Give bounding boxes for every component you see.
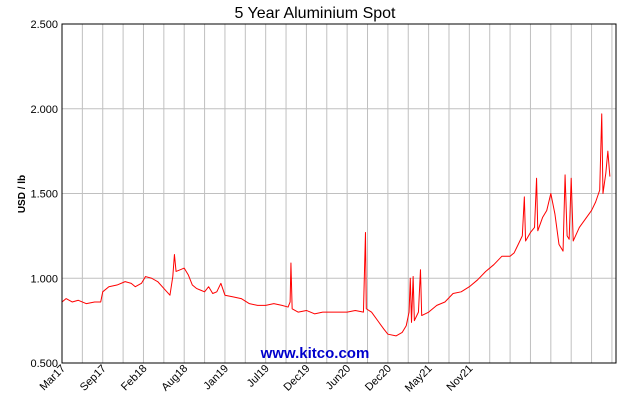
x-tick-label: Sep17 (78, 363, 109, 394)
y-tick-label: 2.500 (30, 19, 58, 31)
y-axis-ticks: 0.500 1.000 1.500 2.000 2.500 (30, 19, 58, 370)
plot-border (61, 23, 617, 364)
y-axis-label: USD / lb (17, 175, 28, 213)
x-tick-label: Dec19 (282, 363, 313, 394)
x-tick-label: Jul19 (245, 363, 272, 390)
y-tick-label: 2.000 (30, 104, 58, 116)
x-tick-label: Feb18 (119, 363, 150, 394)
chart-title: 5 Year Aluminium Spot (235, 5, 397, 22)
x-axis-ticks: Mar17 Sep17 Feb18 Aug18 Jan19 Jul19 Dec19 Jun20… (38, 363, 476, 395)
plot-frame (61, 23, 617, 364)
x-tick-label: Aug18 (159, 363, 190, 394)
x-tick-label: Jun20 (324, 363, 354, 393)
x-tick-label: Dec20 (363, 363, 394, 394)
series-line (61, 113, 611, 337)
watermark: www.kitco.com (260, 345, 370, 362)
x-tick-label: Nov21 (445, 363, 476, 394)
y-tick-label: 1.500 (30, 189, 58, 201)
series-layer (61, 113, 611, 337)
x-tick-label: Jan19 (201, 363, 231, 393)
y-tick-label: 1.000 (30, 273, 58, 285)
y-tick-label: 0.500 (30, 358, 58, 370)
x-tick-label: May21 (403, 363, 435, 395)
